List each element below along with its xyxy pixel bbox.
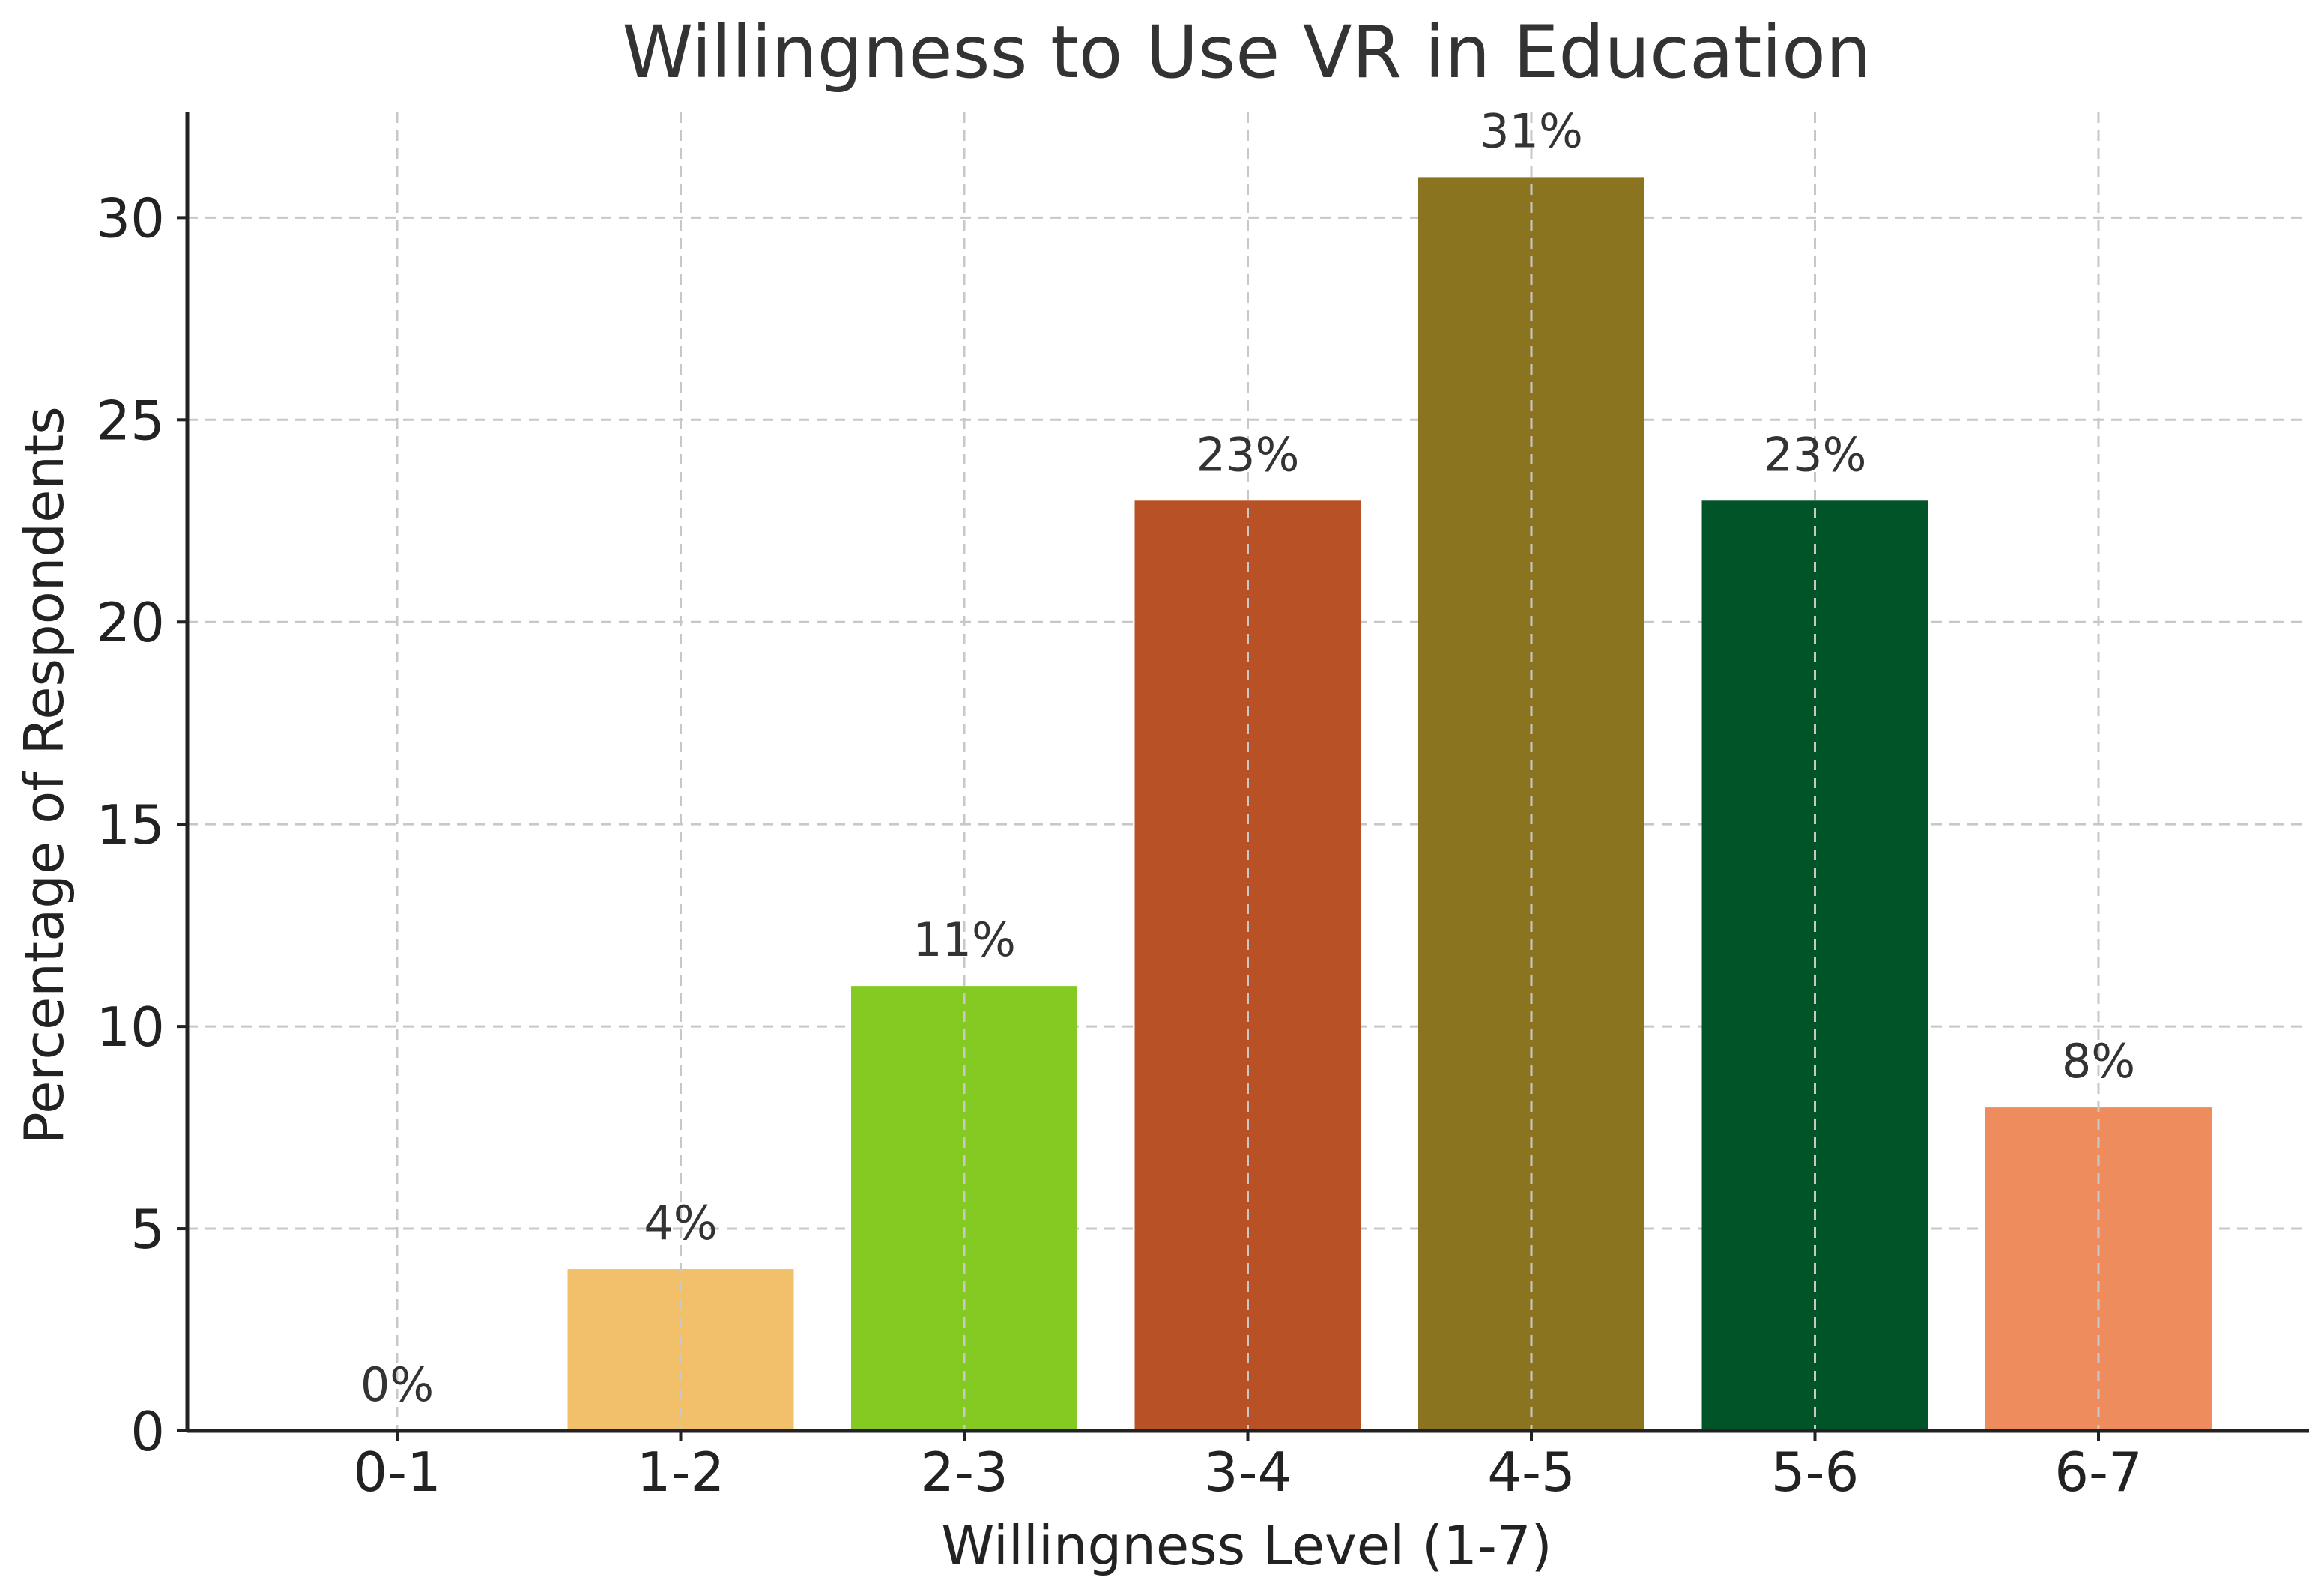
data-label: 23%: [1764, 427, 1867, 482]
y-axis-title: Percentage of Respondents: [13, 406, 76, 1145]
y-tick-label: 10: [96, 996, 165, 1059]
y-tick-label: 15: [96, 793, 165, 856]
y-tick-label: 20: [96, 591, 165, 654]
y-tick-labels: 0 5 10 15 20 25 30: [96, 187, 165, 1463]
x-axis-title: Willingness Level (1-7): [941, 1514, 1552, 1577]
x-tick-label: 3-4: [1204, 1441, 1292, 1504]
x-tick-label: 0-1: [353, 1441, 441, 1504]
data-labels: 0% 4% 11% 23% 31% 23% 8%: [360, 103, 2135, 1412]
x-tick-label: 4-5: [1487, 1441, 1576, 1504]
data-label: 4%: [644, 1196, 717, 1250]
bar-1-2: [567, 1269, 794, 1431]
y-tick-label: 5: [130, 1198, 165, 1261]
x-tick-label: 5-6: [1771, 1441, 1859, 1504]
x-tick-label: 1-2: [637, 1441, 725, 1504]
chart-title: Willingness to Use VR in Education: [622, 10, 1871, 94]
y-tick-label: 0: [130, 1400, 165, 1463]
axes: [177, 112, 2309, 1441]
x-tick-label: 2-3: [920, 1441, 1008, 1504]
data-label: 0%: [360, 1358, 434, 1412]
vertical-grid-lines: [396, 112, 2100, 1431]
data-label: 11%: [913, 912, 1016, 967]
y-tick-label: 25: [96, 389, 165, 452]
data-label: 23%: [1196, 427, 1300, 482]
y-tick-label: 30: [96, 187, 165, 249]
data-label: 8%: [2062, 1034, 2135, 1089]
x-tick-label: 6-7: [2054, 1441, 2143, 1504]
data-label: 31%: [1480, 103, 1583, 158]
x-tick-labels: 0-1 1-2 2-3 3-4 4-5 5-6 6-7: [353, 1441, 2143, 1504]
